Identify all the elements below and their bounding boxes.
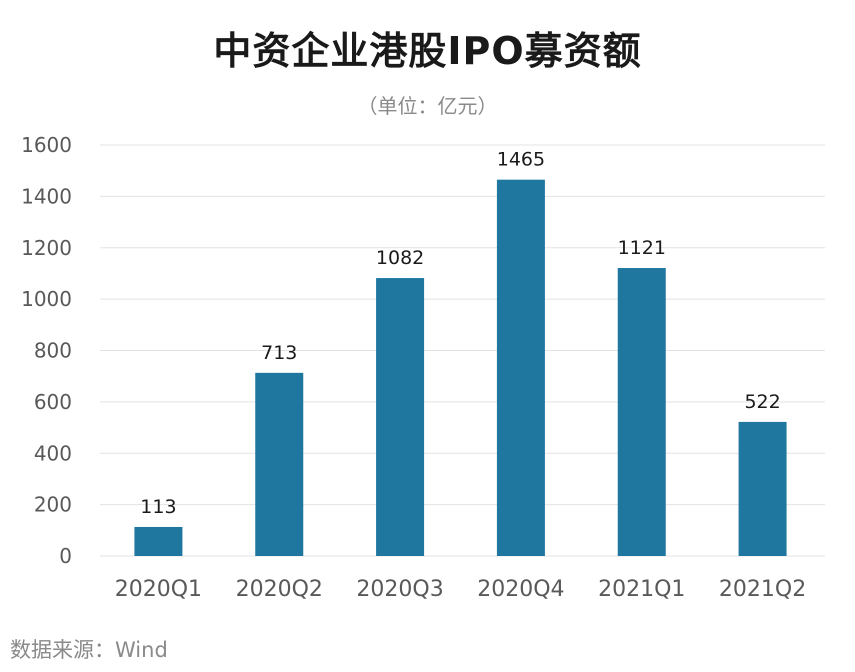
source-note: 数据来源：Wind [10, 638, 168, 662]
chart-subtitle: （单位：亿元） [357, 94, 498, 118]
data-label: 1465 [497, 149, 545, 171]
bar [496, 179, 545, 556]
y-tick-label: 1400 [21, 184, 72, 208]
y-tick-label: 400 [34, 441, 72, 465]
bar [376, 278, 425, 556]
x-tick-label: 2020Q4 [477, 577, 564, 602]
data-labels: 113 713 1082 1465 1121 522 [140, 149, 780, 518]
y-tick-label: 200 [34, 493, 72, 517]
bar [738, 421, 787, 556]
y-tick-label: 600 [34, 390, 72, 414]
x-axis-ticks: 2020Q1 2020Q2 2020Q3 2020Q4 2021Q1 2021Q2 [115, 577, 806, 602]
y-tick-label: 1000 [21, 287, 72, 311]
y-axis-ticks: 0 200 400 600 800 1000 1200 1400 1600 [21, 133, 72, 568]
x-tick-label: 2021Q1 [598, 577, 685, 602]
x-tick-label: 2021Q2 [719, 577, 806, 602]
data-label: 713 [261, 342, 297, 364]
bar [617, 268, 666, 556]
bar [255, 372, 304, 556]
y-tick-label: 1600 [21, 133, 72, 157]
chart-title: 中资企业港股IPO募资额 [213, 29, 642, 73]
x-tick-label: 2020Q1 [115, 577, 202, 602]
gridlines [100, 144, 825, 557]
x-tick-label: 2020Q2 [236, 577, 323, 602]
y-tick-label: 0 [59, 544, 72, 568]
bar [134, 526, 183, 556]
y-tick-label: 800 [34, 339, 72, 363]
data-label: 522 [744, 391, 780, 413]
y-tick-label: 1200 [21, 236, 72, 260]
data-label: 113 [140, 496, 176, 518]
x-tick-label: 2020Q3 [356, 577, 443, 602]
bars [134, 179, 787, 556]
data-label: 1082 [376, 247, 424, 269]
data-label: 1121 [618, 237, 666, 259]
